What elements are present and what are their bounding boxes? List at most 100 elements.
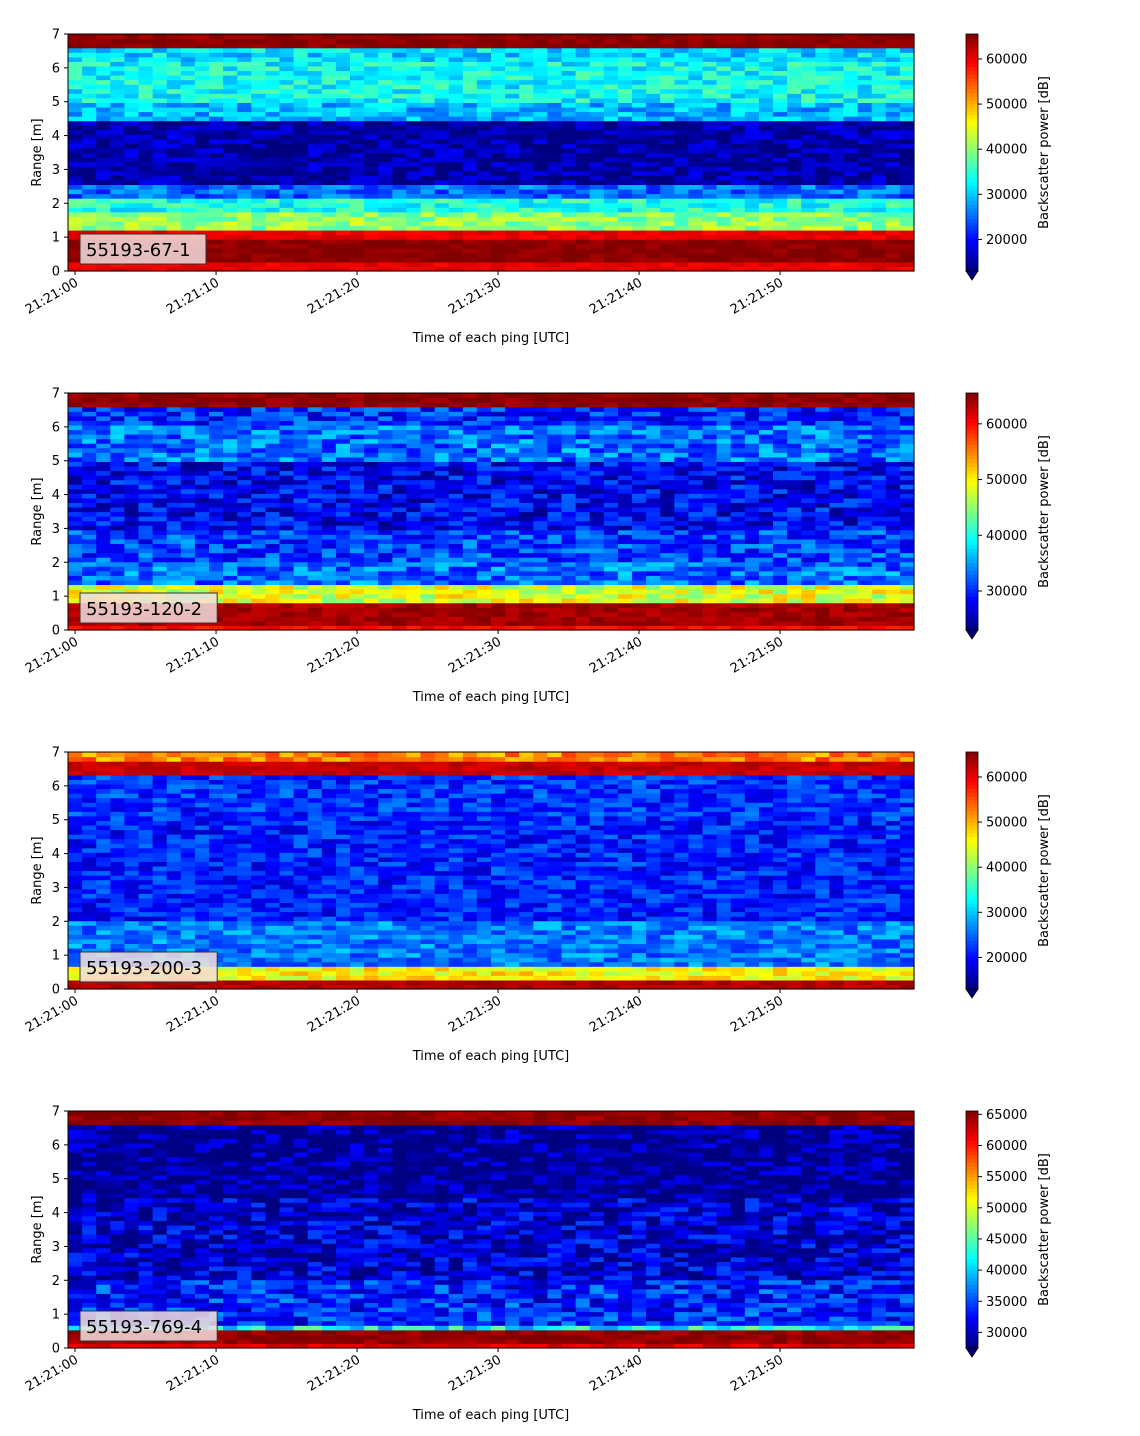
heatmap-cell <box>335 129 351 135</box>
heatmap-cell <box>505 93 520 99</box>
heatmap-cell <box>392 611 407 617</box>
heatmap-cell <box>519 198 534 204</box>
heatmap-cell <box>350 102 365 108</box>
heatmap-cell <box>82 552 97 558</box>
heatmap-cell <box>702 570 718 576</box>
heatmap-cell <box>646 611 661 617</box>
heatmap-cell <box>505 134 520 140</box>
heatmap-cell <box>448 198 464 204</box>
heatmap-cell <box>829 616 845 622</box>
heatmap-cell <box>307 75 323 81</box>
heatmap-cell <box>335 516 351 522</box>
heatmap-cell <box>533 261 548 268</box>
heatmap-cell <box>589 106 605 113</box>
heatmap-cell <box>716 257 732 263</box>
heatmap-cell <box>758 220 774 227</box>
heatmap-cell <box>420 97 436 103</box>
heatmap-cell <box>392 566 407 572</box>
heatmap-cell <box>194 143 210 149</box>
heatmap-cell <box>392 598 407 604</box>
heatmap-cell <box>68 557 83 563</box>
heatmap-cell <box>519 157 534 163</box>
heatmap-cell <box>166 198 182 204</box>
heatmap-cell <box>434 248 450 254</box>
heatmap-cell <box>744 198 760 204</box>
heatmap-cell <box>575 588 591 595</box>
heatmap-cell <box>321 152 337 158</box>
heatmap-cell <box>730 193 746 199</box>
heatmap-cell <box>462 566 478 572</box>
heatmap-cell <box>68 593 83 599</box>
heatmap-cell <box>392 593 407 599</box>
heatmap-cell <box>857 143 873 149</box>
heatmap-cell <box>124 157 140 163</box>
heatmap-cell <box>350 547 365 554</box>
heatmap-cell <box>350 79 365 85</box>
heatmap-cell <box>519 52 534 58</box>
heatmap-cell <box>730 252 746 258</box>
heatmap-cell <box>364 147 379 154</box>
heatmap-cell <box>194 529 210 535</box>
heatmap-cell <box>899 579 915 586</box>
heatmap-cell <box>519 625 534 631</box>
heatmap-cell <box>744 566 760 572</box>
heatmap-cell <box>364 52 379 58</box>
heatmap-cell <box>744 598 760 604</box>
heatmap-cell <box>307 611 323 617</box>
heatmap-cell <box>448 248 464 254</box>
heatmap-cell <box>561 257 577 263</box>
heatmap-cell <box>491 211 506 217</box>
heatmap-cell <box>476 497 492 503</box>
heatmap-cell <box>617 257 633 263</box>
heatmap-cell <box>871 229 887 236</box>
heatmap-cell <box>899 506 915 513</box>
heatmap-cell <box>138 161 154 167</box>
heatmap-cell <box>716 234 732 240</box>
heatmap-cell <box>237 552 252 558</box>
heatmap-cell <box>237 116 252 122</box>
heatmap-cell <box>82 34 97 40</box>
heatmap-cell <box>716 520 732 526</box>
heatmap-cell <box>124 61 140 67</box>
heatmap-cell <box>166 129 182 135</box>
heatmap-cell <box>293 588 309 595</box>
heatmap-cell <box>871 534 887 540</box>
heatmap-cell <box>434 584 450 590</box>
heatmap-cell <box>674 61 689 67</box>
heatmap-cell <box>505 207 520 213</box>
heatmap-cell <box>420 166 436 172</box>
heatmap-cell <box>857 543 873 549</box>
heatmap-cell <box>491 588 506 595</box>
heatmap-cell <box>420 229 436 236</box>
heatmap-cell <box>505 216 520 222</box>
heatmap-cell <box>519 239 534 245</box>
heatmap-cell <box>829 497 845 503</box>
heatmap-cell <box>378 43 393 49</box>
heatmap-cell <box>575 552 591 558</box>
heatmap-cell <box>138 129 154 135</box>
heatmap-cell <box>124 116 140 122</box>
heatmap-cell <box>265 161 281 167</box>
heatmap-cell <box>575 111 591 117</box>
heatmap-cell <box>420 602 436 608</box>
heatmap-cell <box>617 506 633 513</box>
heatmap-cell <box>758 616 774 622</box>
heatmap-cell <box>364 534 379 540</box>
heatmap-cell <box>364 61 379 67</box>
heatmap-cell <box>180 143 196 149</box>
heatmap-cell <box>589 61 605 67</box>
heatmap-cell <box>321 243 337 249</box>
heatmap-cell <box>815 598 830 604</box>
heatmap-cell <box>265 570 281 576</box>
heatmap-cell <box>251 38 266 44</box>
heatmap-cell <box>603 225 619 231</box>
heatmap-cell <box>476 220 492 227</box>
heatmap-cell <box>223 184 238 190</box>
heatmap-cell <box>68 211 83 217</box>
heatmap-cell <box>420 225 436 231</box>
heatmap-cell <box>420 138 436 144</box>
heatmap-cell <box>617 47 633 53</box>
heatmap-cell <box>829 84 845 90</box>
heatmap-cell <box>801 65 816 72</box>
heatmap-cell <box>843 602 859 608</box>
